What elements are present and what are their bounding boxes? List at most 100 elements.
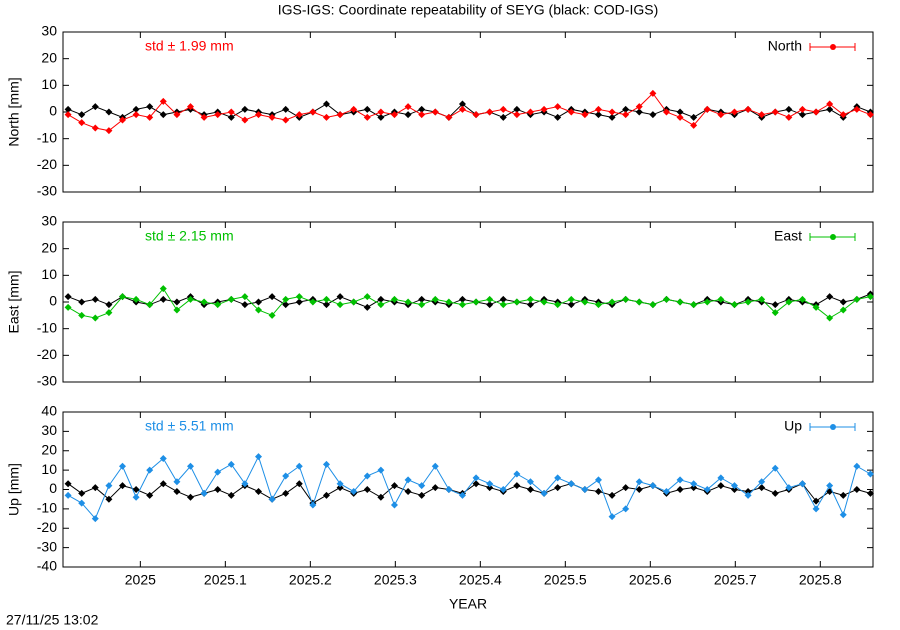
data-point — [132, 105, 140, 113]
data-point — [159, 295, 167, 303]
legend-label: North — [768, 38, 802, 54]
data-point — [241, 301, 249, 309]
data-point — [594, 476, 602, 484]
data-point — [744, 298, 752, 306]
data-point — [322, 491, 330, 499]
data-point — [146, 113, 154, 121]
data-point — [118, 482, 126, 490]
y-tick-label: 30 — [41, 23, 57, 39]
data-point — [404, 487, 412, 495]
data-point — [64, 303, 72, 311]
data-point — [105, 301, 113, 309]
data-point — [499, 295, 507, 303]
x-tick-label: 2025.5 — [544, 572, 587, 588]
data-point — [282, 489, 290, 497]
data-point — [282, 116, 290, 124]
data-point — [785, 298, 793, 306]
data-point — [159, 285, 167, 293]
y-tick-label: -30 — [37, 373, 57, 389]
data-point — [268, 495, 276, 503]
data-point — [554, 474, 562, 482]
data-point — [78, 311, 86, 319]
data-point — [635, 478, 643, 486]
data-point — [418, 482, 426, 490]
data-point — [91, 515, 99, 523]
data-point — [771, 489, 779, 497]
data-point — [554, 484, 562, 492]
data-point — [853, 295, 861, 303]
data-point — [173, 478, 181, 486]
data-point — [336, 293, 344, 301]
data-point — [91, 124, 99, 132]
data-point — [581, 298, 589, 306]
data-point — [526, 295, 534, 303]
data-point — [404, 476, 412, 484]
data-point — [458, 301, 466, 309]
data-point — [282, 472, 290, 480]
data-point — [526, 301, 534, 309]
data-point — [513, 470, 521, 478]
data-point — [866, 293, 874, 301]
data-point — [839, 111, 847, 119]
panel: -30 -20 -10 0 10 20 30 East [mm] East std ± 2.15 … — [6, 213, 874, 389]
data-point — [662, 108, 670, 116]
y-tick-label: -30 — [37, 183, 57, 199]
data-point — [513, 111, 521, 119]
data-point — [159, 97, 167, 105]
data-point — [118, 116, 126, 124]
data-point — [744, 491, 752, 499]
data-point — [445, 486, 453, 493]
data-point — [377, 301, 385, 309]
data-point — [377, 466, 385, 474]
y-tick-label: 0 — [49, 480, 57, 496]
y-tick-label: 30 — [41, 213, 57, 229]
data-point — [159, 455, 167, 462]
data-point — [186, 493, 194, 501]
data-point — [785, 484, 793, 492]
data-point — [64, 491, 72, 499]
data-point — [173, 298, 181, 306]
data-point — [241, 480, 249, 488]
data-point — [227, 295, 235, 303]
y-tick-label: 20 — [41, 441, 57, 457]
data-point — [730, 486, 738, 493]
data-point — [363, 472, 371, 480]
x-tick-label: 2025.2 — [289, 572, 332, 588]
data-point — [132, 486, 140, 493]
data-point — [64, 111, 72, 119]
data-point — [146, 491, 154, 499]
data-point — [608, 108, 616, 116]
legend-marker — [830, 234, 836, 240]
x-tick-label: 2025.8 — [799, 572, 842, 588]
data-point — [866, 111, 874, 119]
data-point — [132, 295, 140, 303]
data-point — [608, 513, 616, 521]
data-point — [214, 111, 222, 119]
y-tick-label: 40 — [41, 403, 57, 419]
data-point — [227, 108, 235, 116]
data-point — [350, 487, 358, 495]
data-point — [404, 111, 412, 119]
y-tick-label: 0 — [49, 103, 57, 119]
data-point — [309, 501, 317, 509]
data-point — [486, 301, 494, 309]
data-point — [812, 108, 820, 116]
data-point — [146, 466, 154, 474]
data-point — [295, 293, 303, 301]
data-point — [758, 295, 766, 303]
data-point — [254, 111, 262, 119]
data-point — [146, 301, 154, 309]
data-point — [540, 298, 548, 306]
data-point — [159, 480, 167, 488]
data-point — [350, 298, 358, 306]
data-point — [690, 113, 698, 121]
data-point — [594, 111, 602, 119]
data-point — [295, 480, 303, 488]
data-point — [866, 470, 874, 478]
data-point — [268, 311, 276, 319]
data-point — [826, 314, 834, 322]
data-point — [690, 121, 698, 129]
data-point — [594, 301, 602, 309]
data-point — [785, 105, 793, 113]
data-point — [594, 487, 602, 495]
